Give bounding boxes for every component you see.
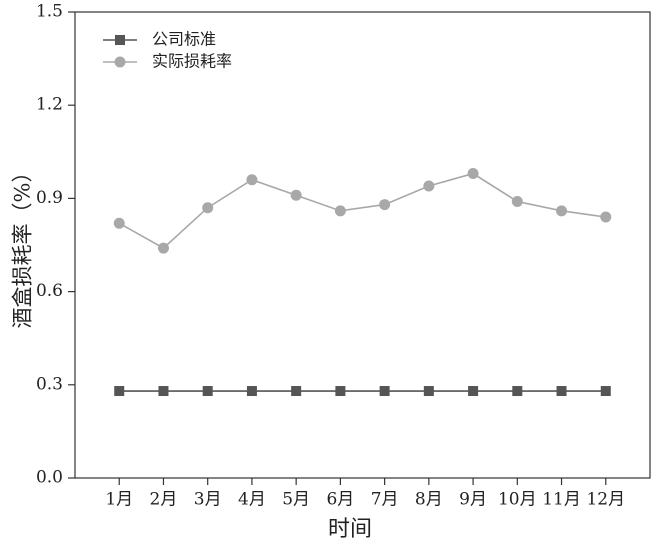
x-tick-label: 4月 xyxy=(238,490,266,510)
data-point xyxy=(467,168,479,180)
data-point xyxy=(556,205,568,217)
data-point xyxy=(113,217,125,229)
y-tick-label: 0.3 xyxy=(36,374,63,394)
y-tick-label: 1.2 xyxy=(36,95,63,115)
x-tick-label: 9月 xyxy=(459,490,487,510)
data-point xyxy=(334,205,346,217)
legend-label: 公司标准 xyxy=(152,30,216,49)
x-tick-label: 8月 xyxy=(415,490,443,510)
data-point xyxy=(114,386,125,397)
data-point xyxy=(556,386,567,397)
data-point xyxy=(291,386,302,397)
legend-label: 实际损耗率 xyxy=(152,52,232,71)
y-tick-label: 0.0 xyxy=(36,468,63,488)
data-point xyxy=(157,242,169,254)
x-axis-label: 时间 xyxy=(328,517,372,542)
data-point xyxy=(379,386,390,397)
x-tick-label: 6月 xyxy=(326,490,354,510)
x-tick-label: 5月 xyxy=(282,490,310,510)
data-point xyxy=(512,386,523,397)
legend-marker xyxy=(114,56,126,68)
data-point xyxy=(158,386,169,397)
data-point xyxy=(246,174,258,186)
x-tick-label: 3月 xyxy=(194,490,222,510)
data-point xyxy=(335,386,346,397)
plot-frame xyxy=(74,11,651,479)
y-axis-label: 酒盒损耗率（%） xyxy=(11,162,35,329)
series-line xyxy=(118,172,606,250)
x-tick-label: 1月 xyxy=(105,490,133,510)
data-point xyxy=(468,386,479,397)
legend-marker xyxy=(115,35,125,45)
data-point xyxy=(202,202,214,214)
y-tick-label: 0.6 xyxy=(36,281,63,301)
data-point xyxy=(202,386,213,397)
data-point xyxy=(379,199,391,211)
y-tick-label: 0.9 xyxy=(36,188,63,208)
x-tick-label: 12月 xyxy=(586,490,625,510)
data-point xyxy=(423,386,434,397)
x-tick-label: 7月 xyxy=(371,490,399,510)
x-tick-label: 2月 xyxy=(150,490,178,510)
x-tick-label: 10月 xyxy=(498,490,537,510)
y-tick-label: 1.5 xyxy=(36,2,63,22)
data-point xyxy=(246,386,257,397)
data-point xyxy=(511,196,523,208)
x-tick-label: 11月 xyxy=(542,490,581,510)
data-point xyxy=(290,189,302,201)
data-point xyxy=(600,211,612,223)
data-point xyxy=(423,180,435,192)
data-point xyxy=(600,386,611,397)
